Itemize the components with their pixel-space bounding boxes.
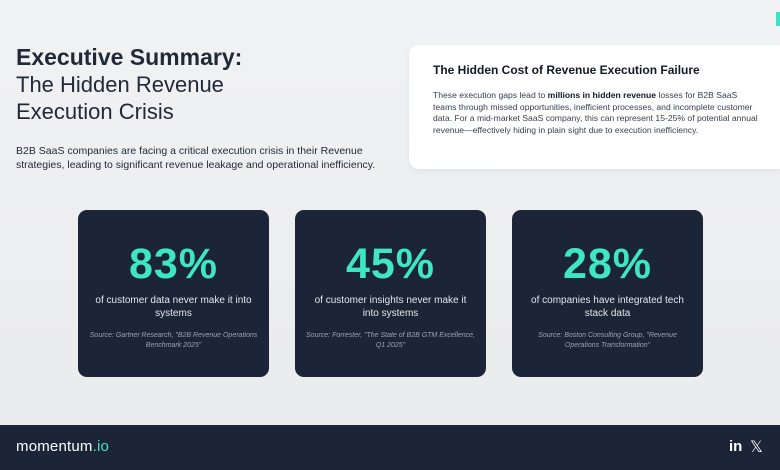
stat-value: 45% — [345, 240, 436, 288]
x-icon[interactable]: 𝕏 — [750, 439, 763, 456]
accent-tab — [776, 12, 780, 26]
stat-value: 83% — [128, 240, 219, 288]
page-subtitle-line1: The Hidden Revenue — [16, 72, 224, 97]
brand-name: momentum — [16, 438, 93, 455]
page-title: Executive Summary: — [16, 44, 243, 70]
stat-description: of customer data never make it into syst… — [95, 295, 252, 319]
stat-description: of companies have integrated tech stack … — [531, 295, 684, 319]
slide: Executive Summary: The Hidden Revenue Ex… — [0, 0, 780, 425]
hidden-cost-card: The Hidden Cost of Revenue Execution Fai… — [409, 45, 780, 169]
hidden-cost-body: These execution gaps lead to millions in… — [433, 90, 762, 136]
linkedin-icon[interactable]: in — [729, 438, 743, 455]
footer-bar: momentum.io in 𝕏 — [0, 425, 780, 470]
brand-logo[interactable]: momentum.io — [16, 438, 109, 455]
stat-source: Source: Forrester, "The State of B2B GTM… — [306, 332, 475, 349]
intro-text: B2B SaaS companies are facing a critical… — [16, 145, 376, 171]
hidden-cost-title: The Hidden Cost of Revenue Execution Fai… — [433, 63, 700, 77]
stat-description: of customer insights never make it into … — [314, 295, 467, 319]
hidden-cost-body-start: These execution gaps lead to — [433, 90, 548, 100]
stat-source: Source: Boston Consulting Group, "Revenu… — [538, 332, 677, 349]
hidden-cost-highlight: millions in hidden revenue — [547, 90, 657, 100]
stat-card-customer-data: 83% of customer data never make it into … — [78, 210, 269, 377]
brand-tld: .io — [92, 438, 110, 455]
stat-card-tech-stack: 28% of companies have integrated tech st… — [512, 210, 703, 377]
hidden-cost-body-end: losses for B2B SaaS teams through missed… — [433, 90, 758, 135]
title-block: Executive Summary: The Hidden Revenue Ex… — [16, 44, 386, 125]
stat-value: 28% — [562, 240, 653, 288]
stat-source: Source: Gartner Research, "B2B Revenue O… — [89, 332, 258, 349]
page-subtitle-line2: Execution Crisis — [16, 99, 174, 124]
stat-card-customer-insights: 45% of customer insights never make it i… — [295, 210, 486, 377]
